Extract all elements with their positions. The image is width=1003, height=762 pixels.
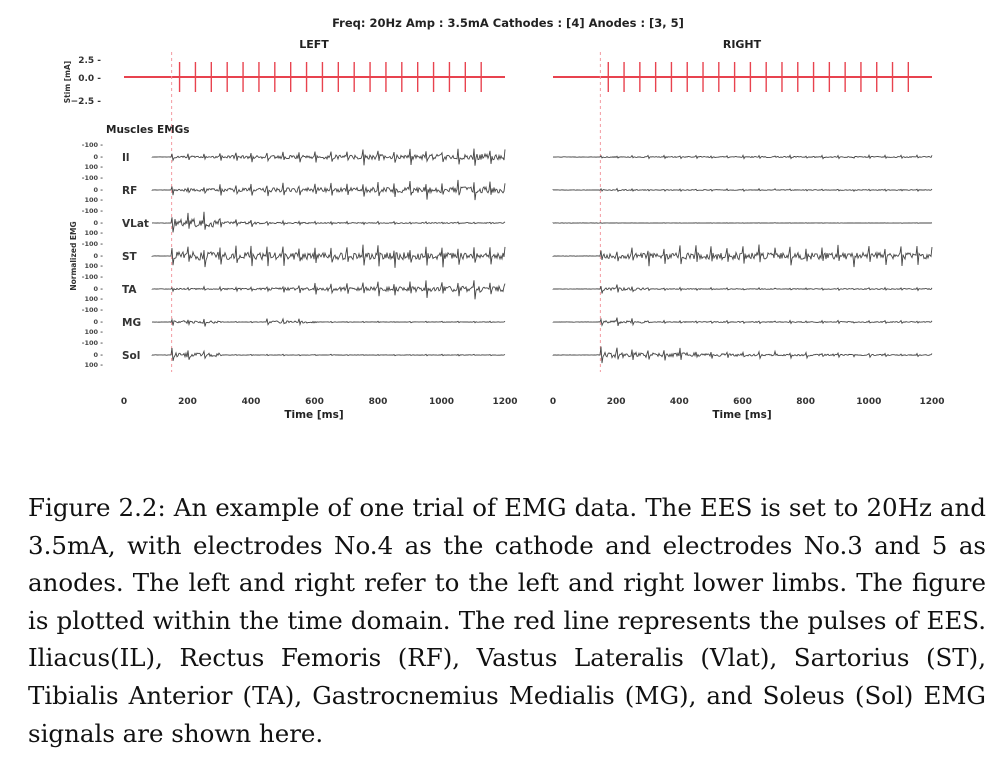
emg-y-tick-label: 100 - bbox=[84, 328, 103, 336]
stim-y-axis-label: Stim [mA] bbox=[63, 61, 72, 103]
emg-section-title: Muscles EMGs bbox=[106, 124, 190, 136]
stim-tick-label: −2.5 - bbox=[71, 97, 102, 107]
emg-trace-rf bbox=[552, 187, 933, 193]
right-x-axis-label: Time [ms] bbox=[712, 409, 771, 421]
x-tick-label: 600 bbox=[305, 397, 324, 407]
x-tick-label: 800 bbox=[369, 397, 388, 407]
emg-trace-st bbox=[151, 244, 506, 268]
x-tick-label: 800 bbox=[796, 397, 815, 407]
emg-y-axis-label: Normalized EMG bbox=[69, 221, 78, 290]
stim-tick-label: 2.5 - bbox=[78, 56, 101, 66]
emg-y-tick-label: -100 - bbox=[82, 207, 104, 215]
emg-y-tick-label: 0 - bbox=[94, 318, 104, 326]
x-tick-label: 200 bbox=[178, 397, 197, 407]
emg-y-tick-label: 100 - bbox=[84, 295, 103, 303]
emg-y-tick-label: -100 - bbox=[82, 141, 104, 149]
left-panel bbox=[124, 52, 506, 372]
emg-y-tick-label: 0 - bbox=[94, 186, 104, 194]
x-tick-label: 1200 bbox=[919, 397, 944, 407]
emg-y-tick-label: 0 - bbox=[94, 285, 104, 293]
figure-caption: Figure 2.2: An example of one trial of E… bbox=[28, 493, 986, 748]
muscle-label: Il bbox=[122, 152, 130, 164]
right-panel-title: RIGHT bbox=[723, 38, 762, 51]
emg-y-tick-label: 100 - bbox=[84, 196, 103, 204]
emg-trace-sol bbox=[151, 347, 506, 362]
x-tick-label: 1200 bbox=[492, 397, 517, 407]
x-tick-label: 400 bbox=[242, 397, 261, 407]
muscle-label: RF bbox=[122, 185, 137, 197]
emg-trace-sol bbox=[552, 346, 933, 364]
muscle-label: VLat bbox=[122, 218, 149, 230]
x-tick-label: 0 bbox=[121, 397, 127, 407]
emg-trace-il bbox=[151, 148, 506, 166]
x-tick-label: 400 bbox=[670, 397, 689, 407]
emg-y-tick-label: 0 - bbox=[94, 252, 104, 260]
emg-trace-mg bbox=[552, 317, 933, 327]
emg-y-ticks: -100 - 0 - 100 - -100 - 0 - 100 - -100 - 0 - 100… bbox=[82, 141, 104, 369]
emg-figure: Freq: 20Hz Amp : 3.5mA Cathodes : [4] An… bbox=[63, 16, 945, 421]
muscle-label: MG bbox=[122, 317, 141, 329]
emg-trace-ta bbox=[552, 284, 933, 294]
emg-trace-vlat bbox=[151, 211, 506, 233]
emg-y-tick-label: -100 - bbox=[82, 339, 104, 347]
left-x-ticks: 0 200 400 600 800 1000 1200 bbox=[121, 397, 518, 407]
x-tick-label: 0 bbox=[550, 397, 556, 407]
emg-y-tick-label: 0 - bbox=[94, 153, 104, 161]
emg-y-tick-label: -100 - bbox=[82, 273, 104, 281]
emg-trace-ta bbox=[151, 280, 506, 300]
emg-y-tick-label: 100 - bbox=[84, 262, 103, 270]
x-tick-label: 1000 bbox=[856, 397, 881, 407]
x-tick-label: 200 bbox=[607, 397, 626, 407]
right-x-ticks: 0 200 400 600 800 1000 1200 bbox=[550, 397, 945, 407]
emg-y-tick-label: 100 - bbox=[84, 163, 103, 171]
stim-tick-label: 0.0 - bbox=[78, 74, 101, 84]
emg-trace-il bbox=[552, 153, 933, 160]
right-panel bbox=[552, 52, 933, 372]
emg-trace-mg bbox=[151, 317, 506, 327]
left-panel-title: LEFT bbox=[299, 38, 329, 51]
muscle-label: Sol bbox=[122, 350, 140, 362]
emg-y-tick-label: -100 - bbox=[82, 174, 104, 182]
emg-trace-st bbox=[552, 244, 933, 268]
emg-y-tick-label: 0 - bbox=[94, 219, 104, 227]
x-tick-label: 1000 bbox=[429, 397, 454, 407]
left-x-axis-label: Time [ms] bbox=[284, 409, 343, 421]
emg-y-tick-label: 100 - bbox=[84, 361, 103, 369]
muscle-label: ST bbox=[122, 251, 138, 263]
x-tick-label: 600 bbox=[733, 397, 752, 407]
emg-y-tick-label: 0 - bbox=[94, 351, 104, 359]
emg-y-tick-label: -100 - bbox=[82, 306, 104, 314]
emg-figure-svg: Freq: 20Hz Amp : 3.5mA Cathodes : [4] An… bbox=[63, 16, 945, 421]
emg-y-tick-label: 100 - bbox=[84, 229, 103, 237]
emg-y-tick-label: -100 - bbox=[82, 240, 104, 248]
muscle-labels: Il RF VLat ST TA MG Sol bbox=[122, 152, 149, 362]
figure-suptitle: Freq: 20Hz Amp : 3.5mA Cathodes : [4] An… bbox=[332, 16, 684, 30]
emg-trace-rf bbox=[151, 179, 506, 201]
muscle-label: TA bbox=[122, 284, 137, 296]
emg-trace-vlat bbox=[552, 222, 933, 224]
